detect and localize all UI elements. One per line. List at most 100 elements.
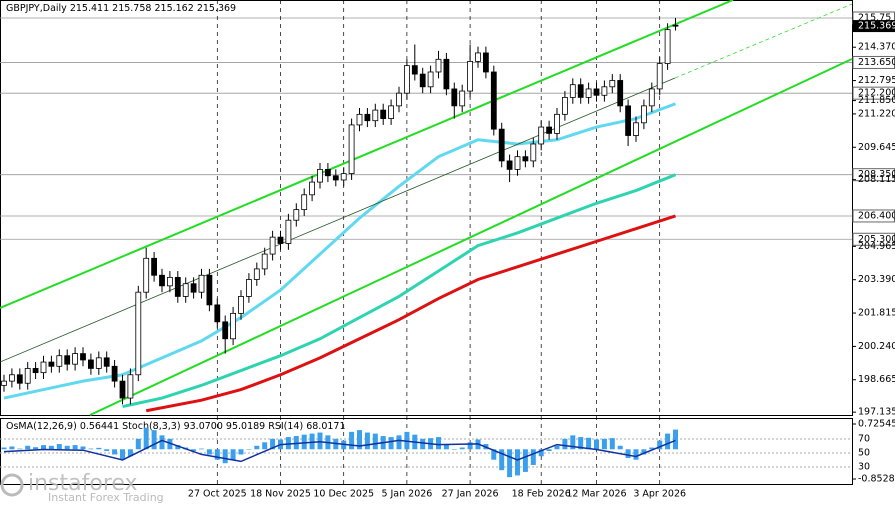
candle-body xyxy=(222,321,229,340)
candle-body xyxy=(427,71,434,88)
candle-body xyxy=(443,58,450,90)
candle-body xyxy=(16,374,23,384)
candle-body xyxy=(356,113,363,126)
x-tick-label: 18 Feb 2026 xyxy=(512,489,571,500)
moving-average xyxy=(122,173,677,408)
candle-body xyxy=(364,113,371,122)
candle-body xyxy=(482,52,489,73)
osma-bar xyxy=(262,442,268,450)
candle-body xyxy=(48,361,55,367)
y-tick-label: 201.815 xyxy=(858,308,895,319)
y-tick-label: 204.965 xyxy=(858,241,895,252)
osma-bar xyxy=(214,449,220,460)
candle-body xyxy=(419,73,426,88)
candle-body xyxy=(522,156,529,162)
candle-body xyxy=(538,126,545,145)
candle-body xyxy=(435,58,442,73)
indicator-header: OsMA(12,26,9) 0.56441 Stoch(8,3,3) 93.07… xyxy=(6,421,346,432)
y-tick-label: 212.200 xyxy=(858,88,895,99)
last-close: 215.369 xyxy=(197,3,236,14)
osma-bar xyxy=(594,439,599,450)
candle-body xyxy=(206,274,213,306)
osma-bar xyxy=(420,438,426,450)
osma-bar xyxy=(538,449,544,457)
osma-bar xyxy=(143,427,149,450)
osma-bar xyxy=(1,447,7,450)
candle-body xyxy=(411,65,418,75)
candle-body xyxy=(80,353,86,361)
osma-bar xyxy=(167,438,173,450)
candle-body xyxy=(309,181,316,196)
candle-body xyxy=(103,357,110,367)
indicator-frame xyxy=(0,418,853,485)
y-tick-label: 208.350 xyxy=(858,169,895,180)
candle-body xyxy=(190,283,197,293)
osma-bar xyxy=(586,437,592,450)
osma-bar xyxy=(135,438,141,450)
candle-body xyxy=(253,268,260,280)
candle-body xyxy=(609,80,616,88)
osma-bar xyxy=(625,449,631,458)
osma-bar xyxy=(443,444,449,450)
x-tick-label: 27 Oct 2025 xyxy=(188,489,247,500)
osma-bar xyxy=(601,438,607,450)
osma-bar xyxy=(649,447,655,450)
candle-body xyxy=(348,124,355,175)
y-tick-label: 212.795 xyxy=(858,75,895,86)
candle-body xyxy=(530,143,537,162)
candle-body xyxy=(388,105,395,119)
y-tick-label: 206.400 xyxy=(858,210,895,221)
channel-lower xyxy=(89,58,853,416)
candle-body xyxy=(569,84,576,98)
osma-bar xyxy=(309,433,315,450)
logo-icon xyxy=(0,473,24,497)
osma-bar xyxy=(246,449,252,450)
x-tick-label: 18 Nov 2025 xyxy=(250,489,311,500)
osma-bar xyxy=(230,449,236,460)
candle-body xyxy=(245,279,252,297)
osma-bar xyxy=(88,448,94,450)
osma-bar xyxy=(317,432,323,450)
osma-bar xyxy=(151,430,157,450)
y-tick-label: 203.390 xyxy=(858,274,895,285)
candle-body xyxy=(506,160,513,170)
candle-body xyxy=(562,96,568,115)
x-tick-label: 10 Dec 2025 xyxy=(313,489,374,500)
y-tick-label: 198.665 xyxy=(858,374,895,385)
osma-bar xyxy=(285,437,291,450)
osma-bar xyxy=(270,438,276,450)
candle-body xyxy=(293,209,300,221)
osma-bar xyxy=(72,445,78,450)
osma-bar xyxy=(199,448,204,450)
osma-bar xyxy=(56,444,62,450)
osma-bar xyxy=(254,445,260,450)
osma-bar xyxy=(617,445,623,450)
osma-bar xyxy=(364,432,370,450)
osma-bar xyxy=(372,433,378,450)
channel-mid-ext xyxy=(674,3,853,79)
osma-bar xyxy=(578,437,584,450)
candle-body xyxy=(159,274,165,287)
candle-body xyxy=(230,312,237,340)
osma-bar xyxy=(33,447,39,450)
y-tick-label: 209.645 xyxy=(858,142,895,153)
logo-name: instaforex xyxy=(28,471,138,496)
candle-body xyxy=(214,304,221,323)
osma-bar xyxy=(80,446,86,450)
y-tick-label: 211.220 xyxy=(858,108,895,119)
candle-body xyxy=(285,219,292,244)
logo-tagline: Instant Forex Trading xyxy=(48,491,164,504)
osma-bar xyxy=(633,449,639,460)
candle-body xyxy=(261,253,268,270)
y-tick-label: 200.240 xyxy=(858,341,895,352)
osma-bar xyxy=(96,447,102,450)
candle-body xyxy=(490,71,497,130)
x-tick-label: 27 Jan 2026 xyxy=(442,489,499,500)
y-tick-label: 213.650 xyxy=(858,57,895,68)
osma-bar xyxy=(48,445,54,450)
stoch-signal: 95.0189 xyxy=(226,421,265,432)
osma-bar xyxy=(562,438,568,450)
candle-body xyxy=(238,296,244,314)
